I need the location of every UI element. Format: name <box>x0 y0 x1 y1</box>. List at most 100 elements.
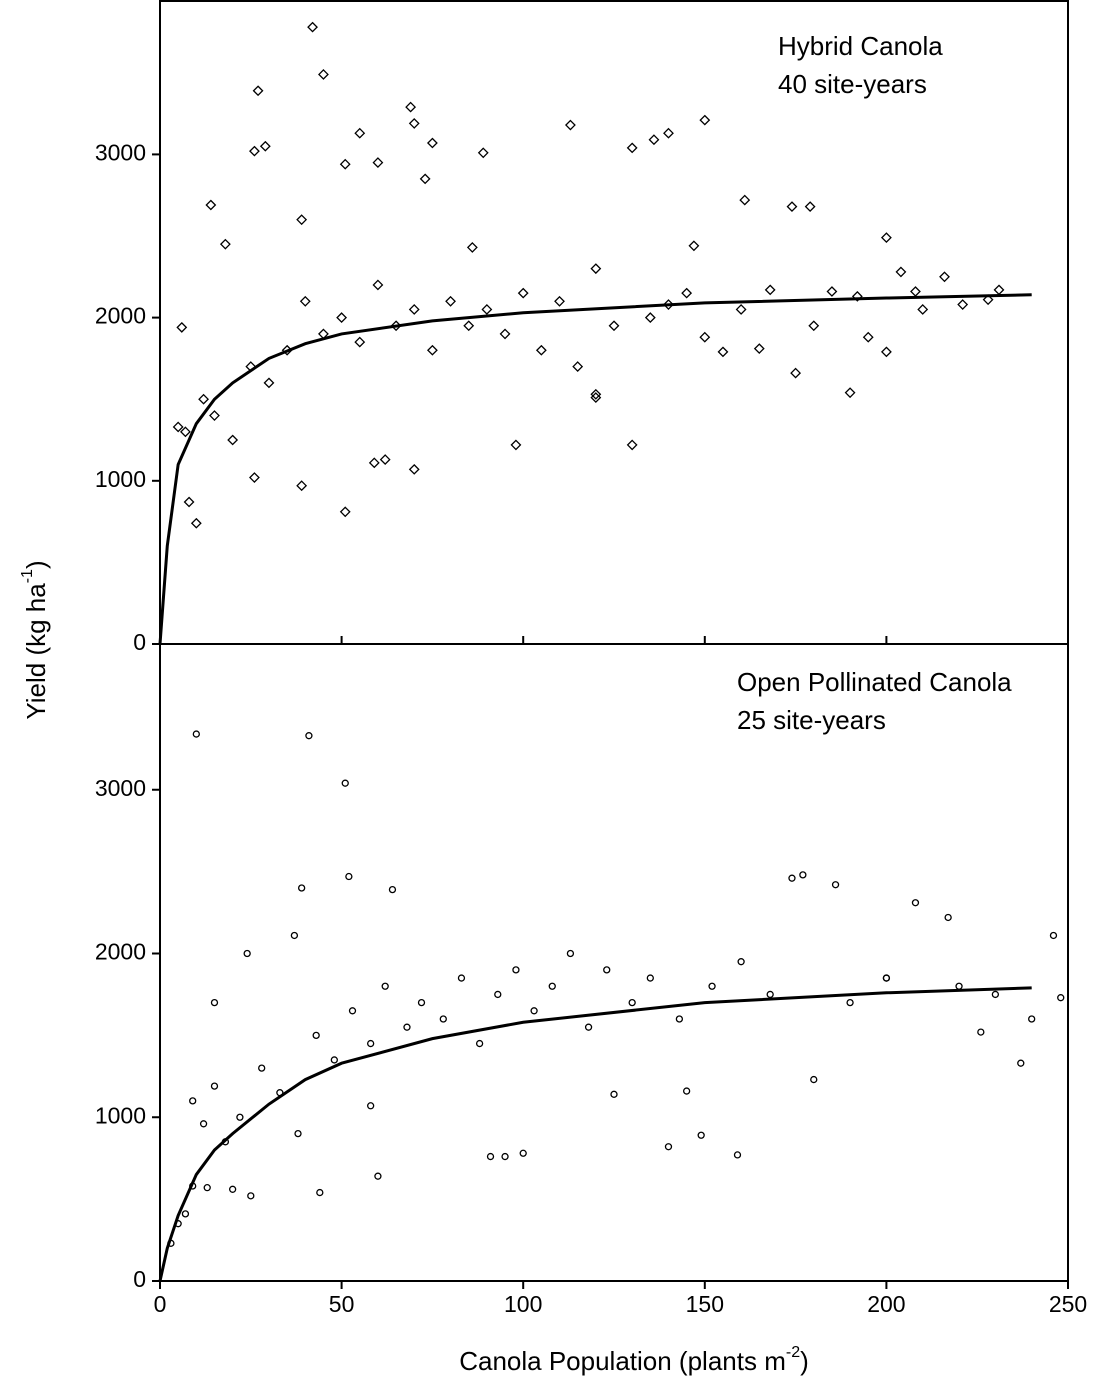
point <box>663 299 674 310</box>
x-tick-label: 200 <box>867 1291 905 1317</box>
point <box>646 974 654 982</box>
point <box>1017 1059 1025 1067</box>
point <box>290 931 299 940</box>
point <box>626 439 638 451</box>
axis-label: Canola Population (plants m-2) <box>459 1344 809 1376</box>
point <box>203 1184 211 1192</box>
point <box>584 1023 593 1031</box>
point <box>880 232 892 244</box>
point <box>198 393 210 405</box>
point <box>917 304 929 315</box>
x-tick-label: 100 <box>504 1291 542 1317</box>
point <box>417 998 426 1007</box>
point <box>737 958 745 966</box>
point <box>205 199 217 211</box>
axis-label-text: ) <box>800 1346 809 1376</box>
axis-label-text: ) <box>21 560 51 569</box>
point <box>895 266 907 278</box>
point <box>644 312 656 324</box>
point <box>590 263 602 275</box>
point <box>190 517 202 529</box>
point <box>501 1152 509 1161</box>
point <box>228 1185 237 1193</box>
point <box>808 320 820 332</box>
point <box>564 119 576 131</box>
point <box>367 1102 375 1110</box>
y-tick-label: 3000 <box>95 775 146 801</box>
point <box>519 1149 527 1157</box>
annotation: Hybrid Canola <box>778 31 943 61</box>
point <box>499 328 511 340</box>
point <box>368 457 380 469</box>
point <box>341 779 349 787</box>
point <box>681 287 693 299</box>
point <box>844 387 856 399</box>
point <box>717 346 729 358</box>
y-tick-label: 0 <box>133 629 146 655</box>
point <box>957 299 969 310</box>
point <box>252 85 264 97</box>
point <box>249 472 260 483</box>
point <box>296 214 308 226</box>
point <box>294 1129 302 1138</box>
point <box>299 295 311 307</box>
point <box>810 1075 818 1084</box>
point <box>336 312 348 324</box>
point <box>405 101 417 113</box>
point <box>192 730 200 738</box>
point <box>626 142 638 154</box>
point <box>297 884 306 892</box>
point <box>882 974 891 982</box>
point <box>463 320 475 332</box>
point <box>381 982 389 990</box>
point <box>688 240 700 252</box>
point <box>263 377 275 389</box>
point <box>367 1039 375 1048</box>
point <box>408 463 420 475</box>
point <box>663 127 674 139</box>
point <box>354 336 366 348</box>
point <box>403 1023 411 1031</box>
point <box>354 127 366 139</box>
point <box>419 173 431 185</box>
point <box>1057 994 1065 1002</box>
point <box>572 361 584 372</box>
point <box>610 1090 618 1098</box>
point <box>753 343 765 355</box>
y-tick-label: 2000 <box>95 939 146 965</box>
point <box>316 1188 324 1197</box>
point <box>826 286 838 297</box>
point <box>374 1172 382 1180</box>
point <box>628 998 636 1007</box>
point <box>554 295 565 307</box>
point <box>210 998 219 1007</box>
point <box>846 998 854 1007</box>
point <box>697 1131 705 1139</box>
point <box>991 990 1000 999</box>
fit-curve <box>158 986 1032 1282</box>
point <box>445 295 456 307</box>
x-tick-label: 250 <box>1049 1291 1087 1317</box>
point <box>348 1007 357 1015</box>
point <box>477 147 489 159</box>
point <box>880 346 892 358</box>
axis-label-text: Canola Population (plants m <box>459 1346 786 1376</box>
axis-label-sup: -2 <box>786 1344 800 1361</box>
point <box>512 966 520 974</box>
point <box>764 284 776 296</box>
point <box>408 117 420 129</box>
point <box>993 284 1005 296</box>
point <box>243 949 251 958</box>
point <box>307 21 318 33</box>
y-tick-label: 2000 <box>95 303 146 329</box>
point <box>664 1143 673 1151</box>
point <box>180 426 191 438</box>
annotation: 25 site-years <box>737 705 886 735</box>
point <box>910 286 921 297</box>
point <box>181 1210 190 1218</box>
point <box>590 392 602 403</box>
point <box>708 982 716 990</box>
point <box>176 321 188 333</box>
